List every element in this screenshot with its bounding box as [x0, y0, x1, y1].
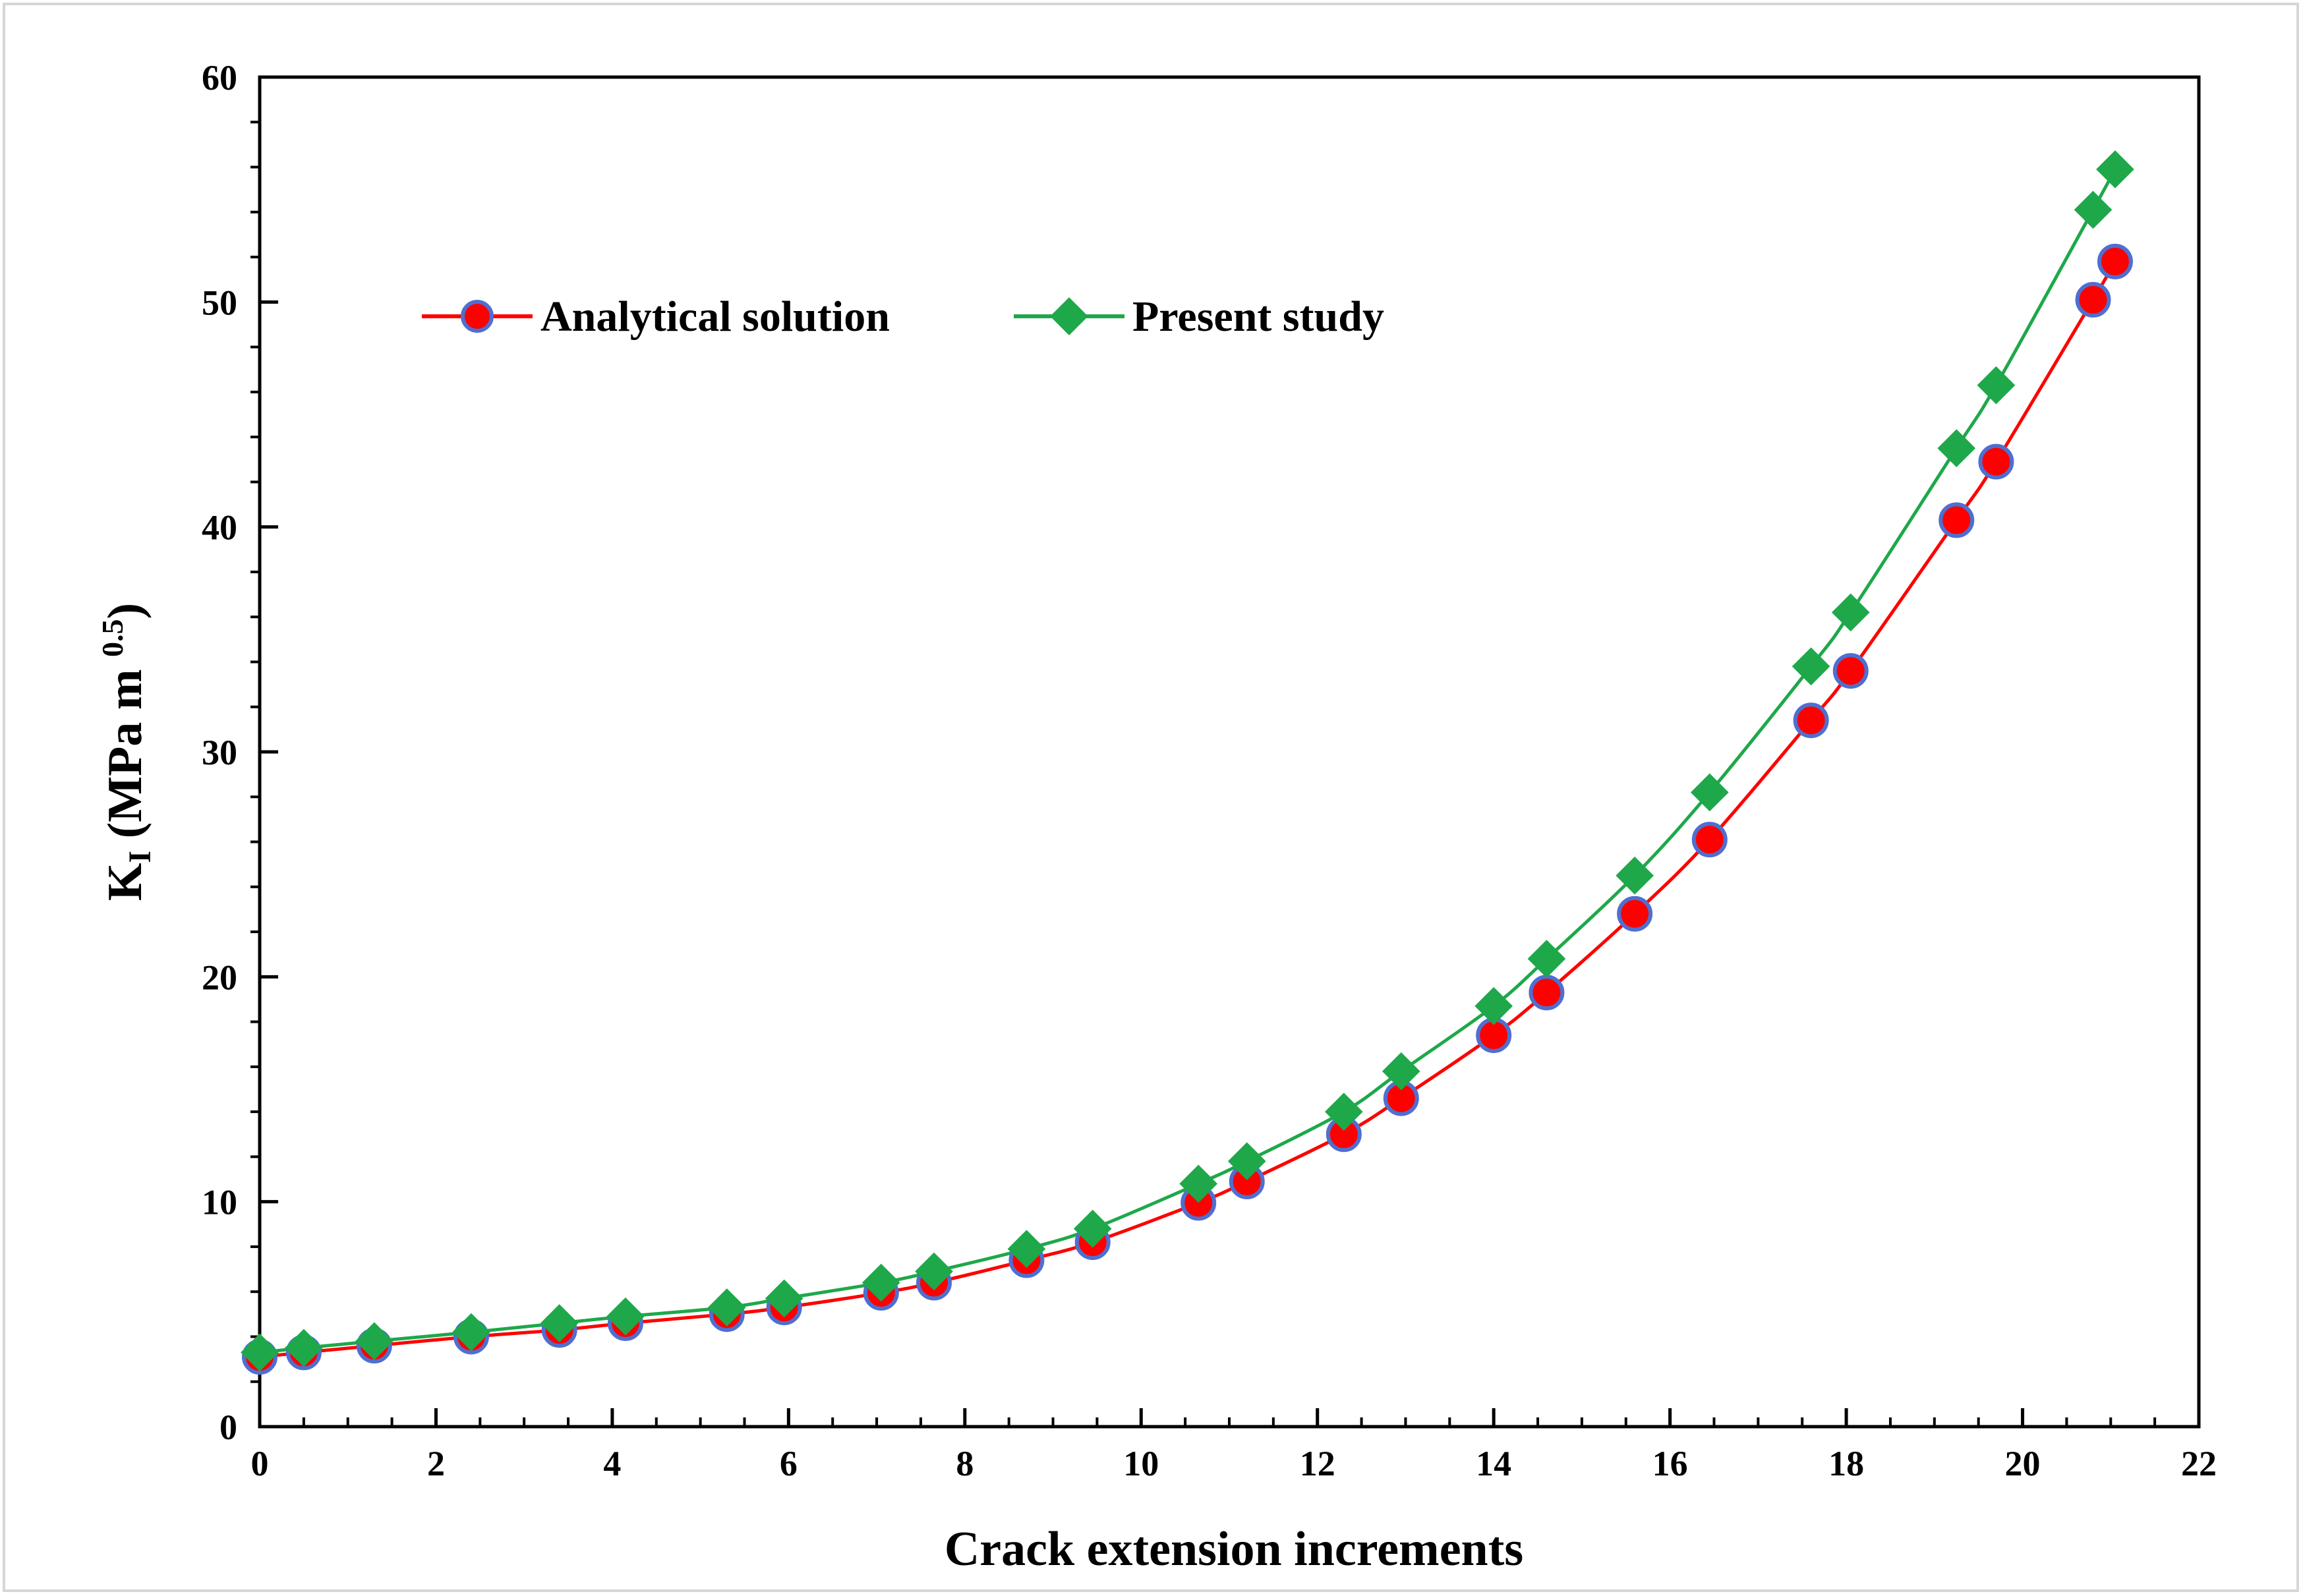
y-axis-title-units: (MPa m	[98, 657, 152, 851]
point-present-study	[1792, 647, 1830, 686]
point-present-study	[1937, 429, 1976, 468]
y-tick-label: 50	[202, 283, 237, 322]
series-line-analytical-solution	[259, 260, 2117, 1359]
point-present-study	[1616, 856, 1654, 895]
point-present-study	[1227, 1142, 1266, 1181]
series-line-present-study	[259, 168, 2117, 1354]
x-tick-label: 12	[1300, 1444, 1335, 1483]
x-tick-label: 20	[2005, 1444, 2041, 1483]
x-tick-label: 10	[1123, 1444, 1159, 1483]
point-present-study	[765, 1279, 803, 1318]
point-present-study	[1527, 940, 1566, 978]
x-tick-label: 16	[1652, 1444, 1688, 1483]
point-analytical-solution	[1691, 822, 1728, 858]
y-tick-label: 60	[202, 58, 237, 98]
y-tick-label: 20	[202, 957, 237, 997]
point-present-study	[1382, 1052, 1420, 1091]
point-present-study	[915, 1252, 953, 1291]
point-present-study	[540, 1304, 579, 1342]
point-present-study	[241, 1333, 279, 1372]
point-present-study	[355, 1322, 394, 1361]
point-present-study	[1831, 593, 1870, 632]
y-axis-title-subscript: I	[123, 851, 158, 863]
point-present-study	[606, 1297, 645, 1336]
point-present-study	[1325, 1093, 1363, 1131]
y-tick-label: 0	[219, 1408, 237, 1447]
y-axis-title-main: K	[98, 863, 152, 901]
legend: Analytical solution Present study	[422, 293, 1384, 341]
point-analytical-solution	[1832, 653, 1869, 689]
x-axis-title: Crack extension increments	[945, 1522, 1523, 1576]
point-present-study	[1690, 773, 1729, 812]
y-tick-label: 10	[202, 1183, 237, 1222]
point-present-study	[1474, 986, 1513, 1025]
x-tick-label: 14	[1476, 1444, 1511, 1483]
x-tick-label: 0	[251, 1444, 269, 1483]
x-tick-label: 8	[956, 1444, 974, 1483]
minor-ticks	[250, 121, 2157, 1427]
major-ticks	[258, 75, 2201, 1429]
y-axis-title-close: )	[98, 603, 152, 619]
x-tick-label: 2	[427, 1444, 445, 1483]
point-analytical-solution	[1793, 702, 1829, 739]
x-tick-label: 4	[603, 1444, 621, 1483]
point-analytical-solution	[1617, 896, 1653, 932]
series-lines	[259, 168, 2117, 1359]
legend-label-analytical: Analytical solution	[540, 293, 890, 341]
point-present-study	[707, 1288, 746, 1326]
point-present-study	[1007, 1230, 1046, 1268]
legend-marker-present	[1050, 297, 1088, 335]
point-present-study	[861, 1263, 900, 1302]
x-tick-label: 22	[2181, 1444, 2217, 1483]
point-analytical-solution	[2075, 281, 2111, 318]
point-analytical-solution	[1939, 502, 1975, 538]
point-present-study	[1179, 1164, 1218, 1203]
y-axis-title: KI (MPa m 0.5)	[96, 603, 158, 901]
point-present-study	[452, 1313, 490, 1352]
legend-label-present: Present study	[1132, 293, 1384, 341]
point-analytical-solution	[1978, 443, 2014, 480]
point-present-study	[1073, 1209, 1112, 1248]
y-tick-label: 30	[202, 733, 237, 772]
point-present-study	[2074, 190, 2113, 229]
plot-area	[258, 75, 2201, 1429]
series-markers	[241, 150, 2134, 1375]
point-present-study	[2096, 150, 2134, 188]
figure-frame	[3, 3, 2299, 1592]
point-present-study	[285, 1328, 323, 1367]
x-tick-label: 6	[780, 1444, 798, 1483]
y-axis-title-superscript: 0.5	[96, 619, 129, 658]
point-analytical-solution	[2097, 243, 2133, 279]
point-present-study	[1977, 366, 2016, 405]
x-tick-label: 18	[1828, 1444, 1864, 1483]
y-tick-label: 40	[202, 508, 237, 548]
legend-marker-analytical	[461, 300, 494, 333]
point-analytical-solution	[1529, 975, 1565, 1011]
